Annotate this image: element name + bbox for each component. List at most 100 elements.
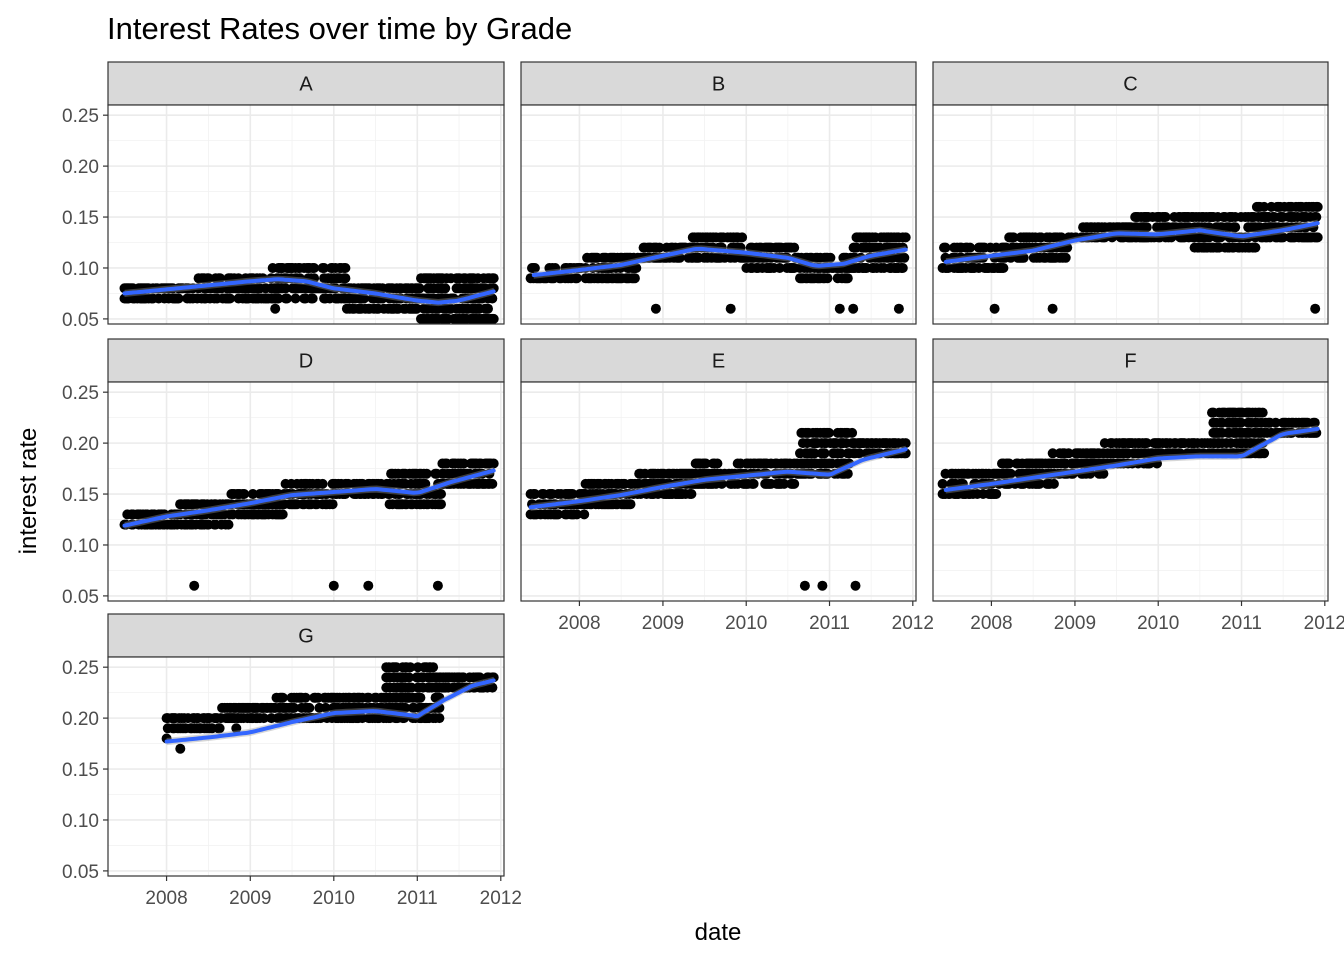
smooth-trend-line <box>164 678 496 744</box>
smooth-trend-line <box>122 277 496 305</box>
data-point <box>1018 252 1029 263</box>
data-point <box>789 478 800 489</box>
data-point <box>842 468 853 479</box>
data-point <box>567 489 578 499</box>
data-point <box>1098 468 1109 479</box>
data-point <box>674 252 685 263</box>
data-point <box>1259 448 1270 459</box>
data-point <box>1204 232 1215 243</box>
y-tick-label: 0.10 <box>62 536 99 557</box>
panel-border <box>932 381 1329 602</box>
data-point <box>1008 232 1019 243</box>
data-point <box>854 448 865 459</box>
data-point <box>712 458 723 469</box>
panel-background <box>521 105 916 324</box>
facet-strip-label: C <box>1123 74 1137 96</box>
data-point <box>247 489 258 499</box>
x-tick-label: 2011 <box>1221 613 1262 634</box>
data-point <box>290 293 301 304</box>
data-point-outlier <box>850 580 861 591</box>
data-point <box>488 313 499 324</box>
smooth-confidence-ribbon <box>166 676 494 746</box>
data-point <box>774 263 785 273</box>
data-point-outlier <box>989 303 1000 314</box>
chart-title: Interest Rates over time by Grade <box>107 11 572 46</box>
data-point <box>629 273 640 284</box>
facet-strip-label: A <box>299 74 313 96</box>
panel-border <box>520 381 917 602</box>
data-point <box>900 438 911 449</box>
data-point <box>1062 242 1073 253</box>
data-point <box>239 489 250 499</box>
data-point-outlier <box>725 303 736 314</box>
y-tick-label: 0.15 <box>62 485 99 506</box>
data-point-outlier <box>848 303 859 314</box>
data-point <box>289 702 300 713</box>
panel-border <box>107 381 505 602</box>
data-point <box>214 723 225 734</box>
data-point-outlier <box>328 580 339 591</box>
facet-strip <box>520 61 917 106</box>
data-point <box>700 458 711 469</box>
data-point <box>991 489 1002 499</box>
y-tick-label: 0.20 <box>62 709 99 730</box>
x-tick-label: 2008 <box>558 613 600 634</box>
x-tick-label: 2009 <box>1054 613 1096 634</box>
facet-strip <box>107 338 505 383</box>
data-point <box>215 273 225 284</box>
data-point <box>625 499 636 510</box>
data-point <box>965 242 976 253</box>
data-point <box>897 263 908 273</box>
data-point-outlier <box>270 303 281 314</box>
data-point <box>280 283 291 294</box>
data-point <box>529 489 540 499</box>
data-point <box>440 283 451 294</box>
data-point <box>1250 242 1261 253</box>
y-tick-label: 0.25 <box>62 106 99 127</box>
data-point <box>1257 407 1268 418</box>
facet-strip-label: F <box>1124 351 1136 373</box>
data-point-outlier <box>189 580 200 591</box>
facet-strip <box>932 61 1329 106</box>
data-point <box>487 682 498 693</box>
facet-strip <box>520 338 917 383</box>
data-point-outlier <box>231 723 242 734</box>
facet-strip <box>107 613 505 658</box>
facet-strip-label: G <box>298 626 314 648</box>
data-point <box>1005 468 1016 479</box>
data-point <box>553 509 564 520</box>
data-point <box>899 252 910 263</box>
data-point-outlier <box>799 580 810 591</box>
data-point <box>529 263 540 273</box>
data-point <box>1230 222 1241 233</box>
data-point <box>1309 417 1320 428</box>
facet-panel-f: F 2008 2009 2010 2011 2012 <box>932 338 1344 634</box>
data-point <box>277 692 288 703</box>
data-point <box>304 702 315 713</box>
data-point <box>414 283 425 294</box>
facet-panels: A 0.05 0.10 0.15 0.20 0.25 B C D 0.05 0.10 0.15 0.20… <box>62 61 1344 909</box>
data-point-outlier <box>834 303 845 314</box>
data-point <box>1311 212 1322 222</box>
data-point <box>937 478 948 489</box>
data-point <box>300 692 311 703</box>
data-point <box>737 232 748 243</box>
data-point-outlier <box>817 580 828 591</box>
data-point <box>1141 438 1152 449</box>
x-tick-label: 2010 <box>1137 613 1179 634</box>
facet-panel-a: A 0.05 0.10 0.15 0.20 0.25 <box>62 61 505 331</box>
facet-strip-label: D <box>299 351 313 373</box>
data-point <box>203 273 214 284</box>
y-tick-label: 0.25 <box>62 658 99 679</box>
data-point <box>1141 222 1152 233</box>
data-point <box>415 692 426 703</box>
facet-strip <box>107 61 505 106</box>
x-tick-label: 2009 <box>229 888 271 909</box>
data-point <box>458 458 469 469</box>
data-point <box>822 273 833 284</box>
data-point <box>835 448 846 459</box>
panel-border <box>520 104 917 325</box>
data-point <box>654 242 665 253</box>
data-point <box>483 303 493 314</box>
